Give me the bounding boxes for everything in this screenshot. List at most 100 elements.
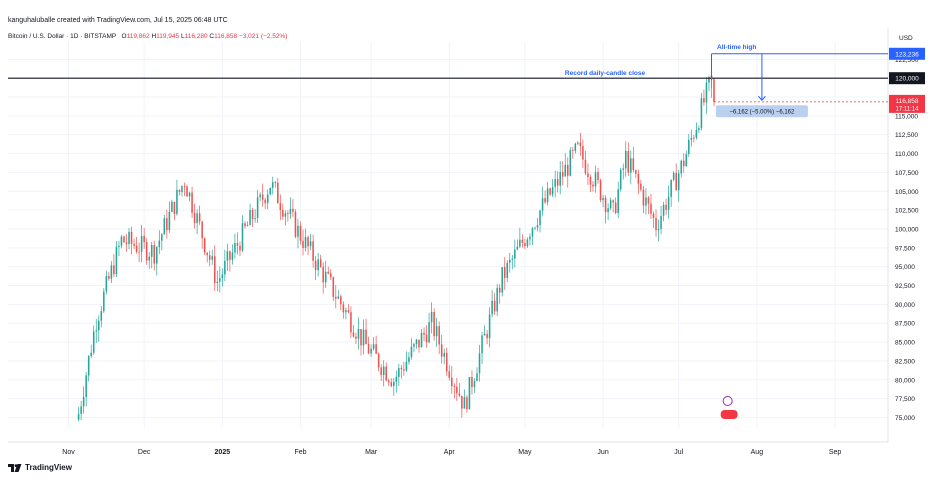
- candle-body: [410, 346, 413, 358]
- candle-body: [481, 335, 483, 354]
- candle-body: [206, 252, 208, 256]
- ohlc-close-value: 116,858: [214, 33, 238, 40]
- y-tick-label: 75,000: [895, 415, 915, 422]
- candle-body: [241, 223, 244, 251]
- ohlc-close-label: C: [209, 33, 215, 40]
- candle-body: [650, 203, 652, 214]
- candle-body: [438, 326, 440, 345]
- candle-body: [375, 344, 377, 354]
- candle-body: [312, 241, 314, 261]
- candle-body: [599, 180, 602, 201]
- candle-body: [342, 304, 345, 313]
- candle-body: [594, 172, 597, 187]
- candle-body: [524, 242, 526, 247]
- candle-body: [534, 227, 536, 229]
- candle-body: [546, 188, 549, 203]
- ath-price-badge: 123,236: [895, 51, 919, 58]
- candle-body: [395, 376, 398, 382]
- candle-body: [685, 154, 688, 167]
- candle-body: [140, 235, 143, 252]
- candle-body: [690, 137, 693, 140]
- ath-label: All-time high: [717, 44, 756, 51]
- candle-body: [556, 179, 559, 186]
- candle-body: [675, 172, 677, 191]
- candle-body: [420, 332, 423, 348]
- ohlc-high-label: H: [151, 33, 157, 40]
- candle-body: [224, 260, 226, 275]
- x-tick-label: Sep: [829, 449, 842, 456]
- candle-body: [584, 159, 587, 174]
- y-tick-label: 100,000: [895, 226, 919, 233]
- economic-event-icon: [720, 410, 738, 419]
- candle-body: [294, 211, 297, 237]
- ohlc-change: −3,021 (−2.52%): [238, 33, 288, 40]
- candle-body: [564, 165, 567, 177]
- candle-body: [577, 142, 579, 144]
- candle-body: [466, 397, 468, 410]
- candle-body: [82, 396, 85, 407]
- currency-label: USD: [899, 35, 913, 42]
- symbol-name: Bitcoin / U.S. Dollar · 1D · BITSTAMP: [8, 33, 117, 40]
- candle-body: [173, 201, 176, 214]
- candle-body: [332, 277, 335, 297]
- candle-body: [226, 251, 229, 261]
- candle-body: [698, 128, 700, 130]
- x-tick-label: Apr: [444, 449, 456, 456]
- candle-body: [640, 183, 642, 190]
- brand-name: TradingView: [25, 463, 72, 472]
- candle-body: [544, 198, 546, 203]
- x-tick-label: Feb: [294, 449, 306, 456]
- candle-body: [559, 172, 561, 186]
- candle-body: [213, 256, 216, 284]
- candle-body: [589, 176, 592, 185]
- candle-body: [370, 348, 372, 354]
- candle-body: [488, 314, 491, 339]
- candle-body: [377, 353, 380, 368]
- ath-price-badge-bg: [889, 47, 925, 60]
- candle-body: [115, 246, 118, 275]
- candle-body: [148, 256, 150, 261]
- candle-body: [448, 371, 451, 378]
- candle-body: [372, 344, 375, 349]
- candle-body: [478, 353, 481, 374]
- candle-body: [604, 198, 607, 213]
- candle-body: [526, 239, 529, 247]
- candle-body: [493, 300, 496, 312]
- candle-body: [350, 312, 352, 333]
- candle-body: [423, 332, 425, 335]
- candle-body: [398, 368, 400, 377]
- candle-body: [708, 77, 710, 83]
- chart-credit: kanguhaluballe created with TradingView.…: [8, 17, 228, 24]
- candle-body: [327, 271, 330, 274]
- candle-body: [153, 244, 156, 264]
- x-tick-label: May: [518, 449, 532, 456]
- candle-body: [647, 197, 650, 204]
- candle-body: [357, 328, 360, 339]
- candle-body: [503, 267, 506, 278]
- candle-body: [451, 377, 453, 387]
- record-price-badge: 120,000: [895, 76, 919, 83]
- candle-body: [304, 237, 307, 248]
- candle-body: [380, 367, 382, 376]
- candle-body: [236, 243, 239, 246]
- candle-body: [123, 236, 125, 243]
- tradingview-icon: [8, 463, 22, 472]
- candle-body: [415, 339, 418, 345]
- candle-body: [630, 158, 632, 173]
- candle-body: [635, 170, 637, 174]
- candle-body: [531, 228, 534, 237]
- candle-body: [456, 386, 458, 394]
- event-marker-icon: [722, 396, 733, 406]
- candle-body: [211, 256, 214, 260]
- candle-body: [483, 333, 486, 336]
- candle-body: [181, 186, 183, 193]
- candle-body: [614, 202, 617, 213]
- candle-body: [445, 352, 448, 372]
- candle-body: [138, 251, 140, 253]
- candle-body: [234, 243, 236, 253]
- candle-body: [652, 213, 655, 218]
- candle-body: [529, 236, 531, 240]
- candle-body: [208, 255, 211, 260]
- candle-body: [249, 209, 251, 226]
